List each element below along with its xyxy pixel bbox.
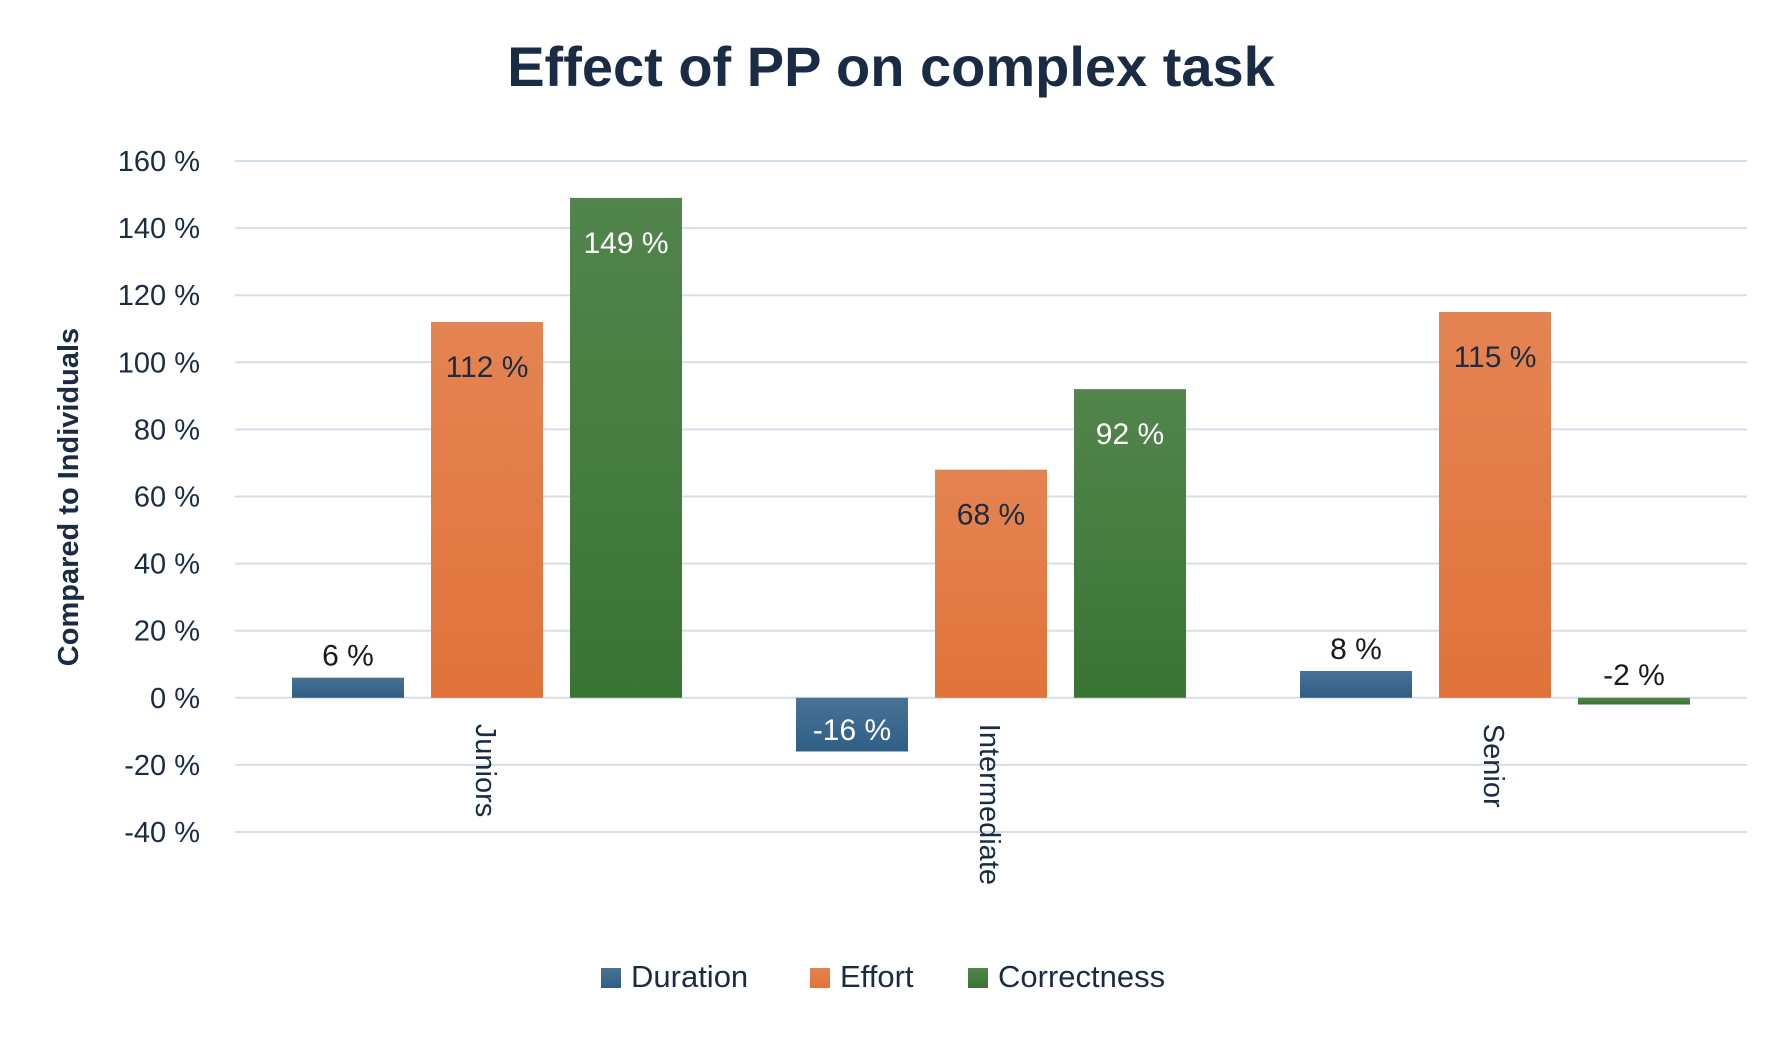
legend-label: Effort <box>840 959 914 994</box>
data-label: 115 % <box>1454 341 1537 374</box>
y-tick-label: 20 % <box>134 616 200 648</box>
bar-effort-senior <box>1439 311 1551 698</box>
bar-duration-intermediate <box>796 697 908 752</box>
bar-correctness-senior <box>1578 697 1690 705</box>
bar-correctness-juniors <box>570 197 682 698</box>
legend-label: Duration <box>631 959 748 994</box>
y-tick-label: 100 % <box>118 347 200 379</box>
y-tick-label: 160 % <box>118 146 200 178</box>
y-tick-label: 40 % <box>134 549 200 581</box>
category-labels: Juniors Intermediate Senior <box>469 724 1509 885</box>
chart-title: Effect of PP on complex task <box>507 35 1275 98</box>
y-axis-ticks: 160 % 140 % 120 % 100 % 80 % 60 % 40 % 20 % 0 % -… <box>118 146 200 849</box>
legend: Duration Effort Correctness <box>601 959 1165 994</box>
legend-item-duration: Duration <box>601 959 748 994</box>
bars <box>292 197 1690 752</box>
legend-swatch <box>968 968 988 988</box>
category-label: Intermediate <box>973 724 1005 885</box>
data-label: -16 % <box>813 714 891 747</box>
bar-effort-intermediate <box>935 469 1047 698</box>
legend-swatch <box>601 968 621 988</box>
y-tick-label: 120 % <box>118 280 200 312</box>
bar-duration-senior <box>1300 670 1412 698</box>
y-tick-label: 80 % <box>134 414 200 446</box>
y-tick-label: 140 % <box>118 213 200 245</box>
y-axis-label: Compared to Individuals <box>53 328 85 666</box>
legend-item-correctness: Correctness <box>968 959 1165 994</box>
y-tick-label: 60 % <box>134 482 200 514</box>
y-tick-label: 0 % <box>150 683 200 715</box>
legend-swatch <box>810 968 830 988</box>
y-tick-label: -40 % <box>124 817 200 849</box>
bar-correctness-intermediate <box>1074 389 1186 698</box>
data-label: 92 % <box>1096 418 1164 451</box>
bar-effort-juniors <box>431 322 543 698</box>
data-labels: 6 % 112 % 149 % -16 % 68 % 92 % 8 % 115 % -2 % <box>322 227 1665 747</box>
bar-duration-juniors <box>292 677 404 698</box>
data-label: 8 % <box>1330 633 1382 666</box>
category-label: Juniors <box>469 724 501 818</box>
category-label: Senior <box>1477 724 1509 808</box>
data-label: 6 % <box>322 640 374 673</box>
legend-item-effort: Effort <box>810 959 914 994</box>
legend-label: Correctness <box>998 959 1165 994</box>
data-label: -2 % <box>1603 659 1665 692</box>
data-label: 149 % <box>583 227 668 260</box>
y-tick-label: -20 % <box>124 750 200 782</box>
data-label: 112 % <box>446 351 529 384</box>
data-label: 68 % <box>957 499 1025 532</box>
